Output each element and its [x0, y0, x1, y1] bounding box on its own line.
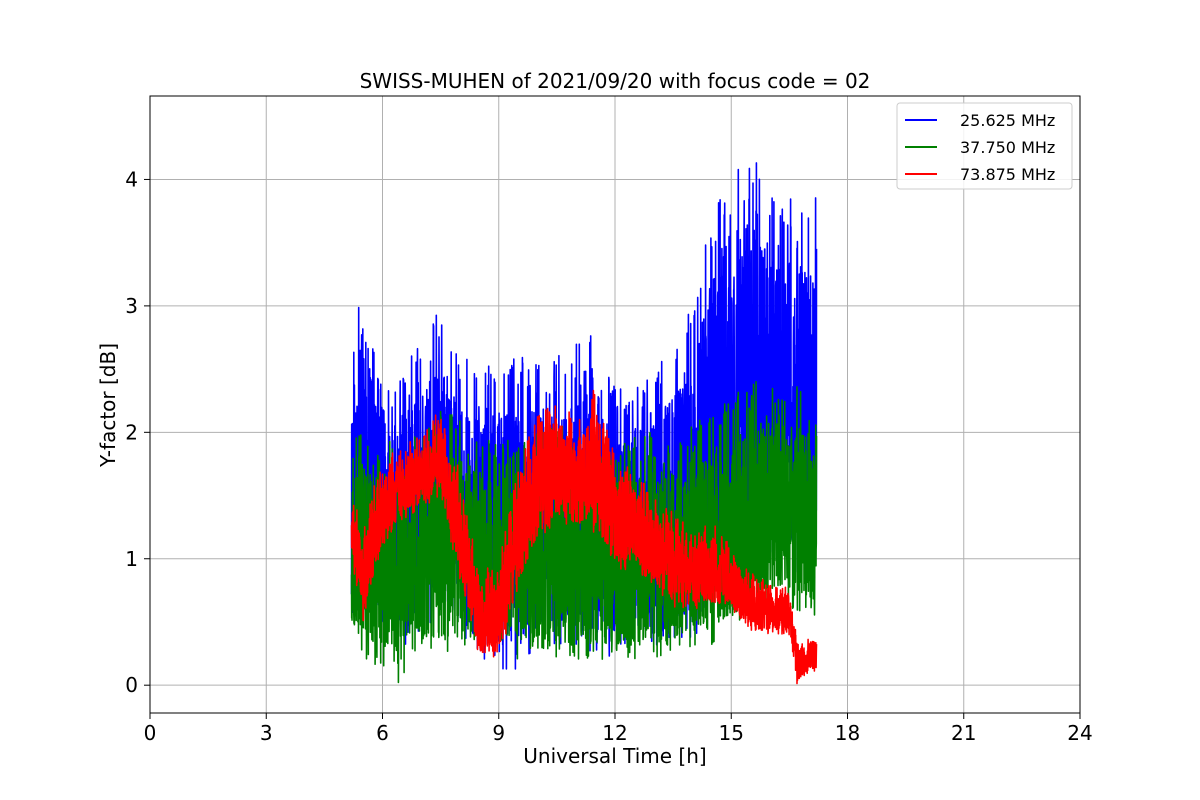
y-tick-label: 0 — [125, 673, 138, 697]
legend-entry: 37.750 MHz — [960, 138, 1055, 157]
x-tick-label: 24 — [1067, 721, 1092, 745]
x-tick-label: 15 — [719, 721, 744, 745]
series-line — [350, 381, 818, 684]
x-axis-label: Universal Time [h] — [523, 744, 706, 768]
x-tick-label: 0 — [144, 721, 157, 745]
legend-entry: 25.625 MHz — [960, 111, 1055, 130]
legend-box — [896, 102, 1073, 190]
x-axis-ticks: 0 3 6 9 12 15 18 21 24 — [144, 713, 1093, 745]
y-tick-label: 4 — [125, 167, 138, 191]
x-tick-label: 3 — [260, 721, 273, 745]
x-tick-label: 12 — [602, 721, 627, 745]
x-tick-label: 21 — [951, 721, 976, 745]
legend-items: 25.625 MHz 37.750 MHz 73.875 MHz — [905, 111, 1055, 184]
legend-entry: 73.875 MHz — [960, 165, 1055, 184]
series-line — [350, 389, 818, 685]
legend: 25.625 MHz 37.750 MHz 73.875 MHz — [896, 102, 1073, 190]
x-tick-label: 9 — [492, 721, 505, 745]
x-tick-label: 18 — [835, 721, 860, 745]
y-tick-label: 2 — [125, 420, 138, 444]
chart-title: SWISS-MUHEN of 2021/09/20 with focus cod… — [360, 69, 871, 93]
y-axis-label: Y-factor [dB] — [96, 343, 120, 468]
x-tick-label: 6 — [376, 721, 389, 745]
series-layer — [350, 162, 818, 685]
y-tick-label: 3 — [125, 294, 138, 318]
y-axis-ticks: 0 1 2 3 4 — [125, 167, 150, 697]
y-tick-label: 1 — [125, 547, 138, 571]
